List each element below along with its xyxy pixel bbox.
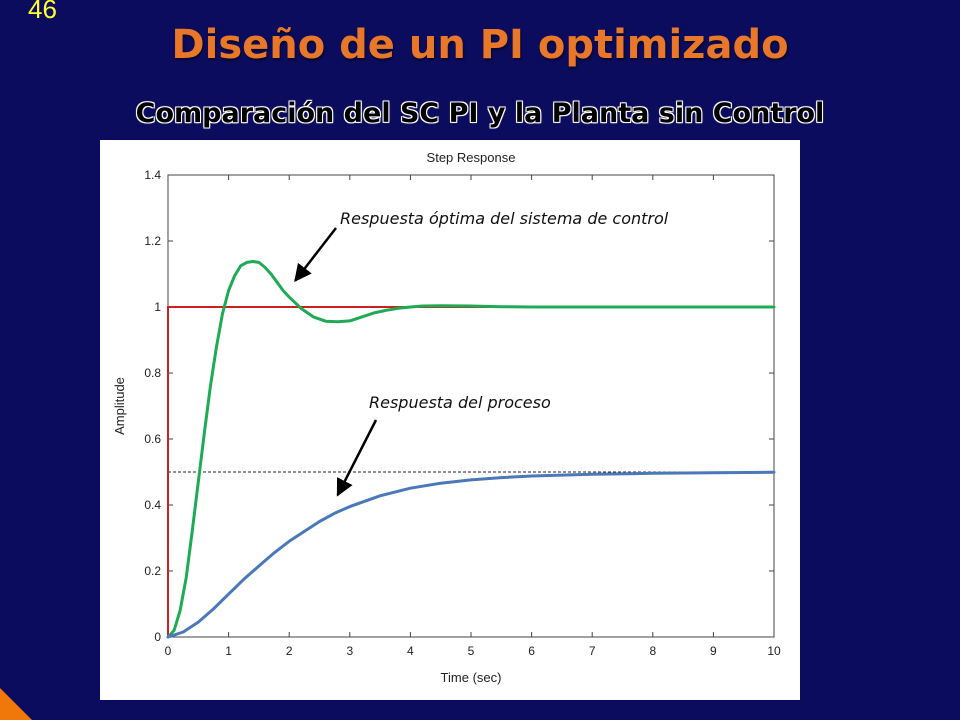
slide-subtitle: Comparación del SC PI y la Planta sin Co… (135, 98, 825, 129)
x-tick-label: 0 (165, 644, 172, 658)
annotation-controlled-response: Respuesta óptima del sistema de control (340, 209, 669, 228)
x-tick-label: 8 (649, 644, 656, 658)
x-axis-label: Time (sec) (441, 670, 502, 685)
y-tick-label: 0 (154, 630, 161, 644)
process-response-line (166, 470, 776, 639)
controlled-response-line (166, 260, 776, 639)
y-tick-label: 1.4 (144, 168, 161, 182)
y-tick-label: 0.8 (144, 366, 161, 380)
x-tick-label: 4 (407, 644, 414, 658)
x-tick-label: 6 (528, 644, 535, 658)
y-tick-label: 0.4 (144, 498, 161, 512)
chart-title: Step Response (427, 150, 516, 165)
corner-accent-triangle (0, 688, 32, 720)
annotation-arrow (336, 419, 378, 497)
y-axis-label: Amplitude (112, 377, 127, 435)
annotations: Respuesta óptima del sistema de control R… (294, 209, 669, 497)
axis-ticks: 0 1 2 3 4 5 6 7 8 9 10 0 0.2 0.4 0.6 0.8 1 1.2 1.4 (144, 168, 781, 658)
series-layer (166, 260, 776, 639)
annotation-arrow (294, 227, 337, 282)
x-tick-label: 5 (468, 644, 475, 658)
x-tick-label: 3 (346, 644, 353, 658)
x-tick-label: 2 (286, 644, 293, 658)
x-tick-label: 1 (225, 644, 232, 658)
y-tick-label: 1 (154, 300, 161, 314)
axes-box (167, 174, 775, 638)
y-tick-label: 0.6 (144, 432, 161, 446)
y-tick-label: 1.2 (144, 234, 161, 248)
x-tick-label: 9 (710, 644, 717, 658)
x-tick-label: 7 (589, 644, 596, 658)
slide-title: Diseño de un PI optimizado (171, 22, 789, 68)
slide-number: 46 (28, 0, 57, 24)
y-tick-label: 0.2 (144, 564, 161, 578)
annotation-process-response: Respuesta del proceso (369, 393, 551, 412)
x-tick-label: 10 (767, 644, 781, 658)
